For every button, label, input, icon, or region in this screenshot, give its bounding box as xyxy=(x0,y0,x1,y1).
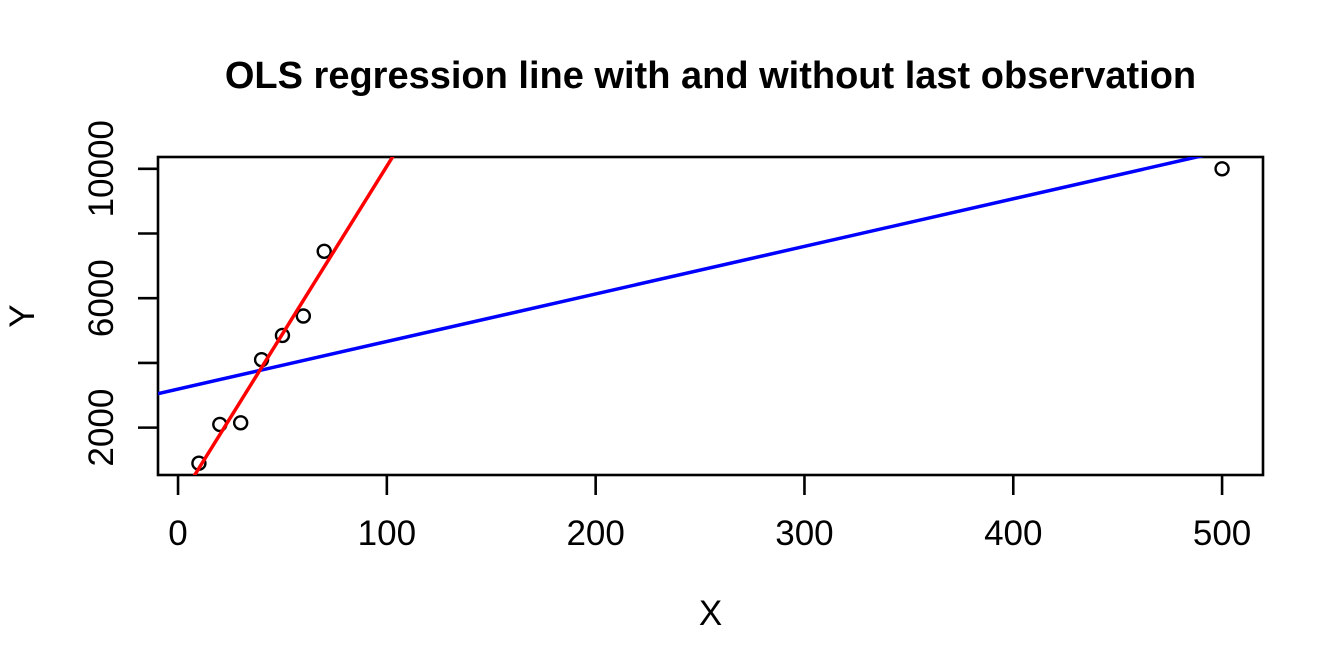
y-axis-tick-label: 2000 xyxy=(82,389,121,467)
x-axis-title: X xyxy=(698,594,723,633)
plot-border xyxy=(156,155,1265,477)
x-axis-tick-label: 100 xyxy=(358,514,416,553)
data-point xyxy=(1214,161,1230,177)
ols-with-all-observations-line xyxy=(158,157,1205,396)
x-axis-tick-label: 400 xyxy=(984,514,1042,553)
y-axis-tick-label: 10000 xyxy=(82,120,121,217)
x-axis-tick-label: 0 xyxy=(168,514,187,553)
ols-without-last-observation-line xyxy=(192,157,395,475)
chart-title: OLS regression line with and without las… xyxy=(224,55,1197,97)
data-point xyxy=(232,415,249,431)
x-axis-tick-label: 200 xyxy=(566,514,624,553)
data-points xyxy=(191,161,1230,471)
data-point xyxy=(295,308,312,324)
data-point xyxy=(316,243,332,259)
x-axis: 0 100 200 300 400 500 xyxy=(168,475,1251,553)
x-axis-tick-label: 300 xyxy=(775,514,833,553)
y-axis: 2000 6000 10000 xyxy=(82,120,158,467)
y-axis-tick-label: 6000 xyxy=(82,259,121,337)
data-point xyxy=(274,327,291,344)
x-axis-tick-label: 500 xyxy=(1193,514,1251,553)
